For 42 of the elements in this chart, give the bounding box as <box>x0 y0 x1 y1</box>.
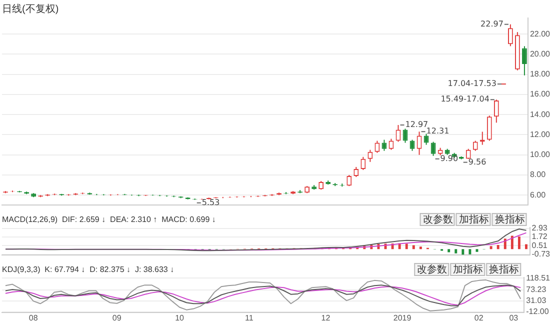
y-tick-label: 6.00 <box>530 190 546 200</box>
text: 5.53 <box>202 198 220 207</box>
x-tick-label: 11 <box>244 313 254 322</box>
x-tick-label: 09 <box>112 313 122 322</box>
text: 12.97 <box>405 120 428 130</box>
x-tick-label: 02 <box>474 313 484 322</box>
chart-title: 日线(不复权) <box>2 2 59 15</box>
x-tick-label: 03 <box>509 313 519 322</box>
text: 改参数 <box>417 264 448 276</box>
text: 9.56 <box>468 157 486 166</box>
x-tick-label: 10 <box>175 313 185 322</box>
y-tick-label: -0.73 <box>532 250 551 259</box>
y-tick-label: -12.00 <box>526 307 550 316</box>
text: 9.90 <box>440 154 458 163</box>
y-tick-label: 31.03 <box>526 296 547 305</box>
text: 22.97 <box>480 19 504 28</box>
chart-title: KDJ(9,3,3) K: 67.794 ↓ D: 82.375 ↓ J: 38.633 ↓ <box>2 265 174 274</box>
text: 12.31 <box>426 126 450 136</box>
y-tick-label: 0.51 <box>532 240 548 250</box>
y-tick-label: 8.00 <box>530 170 546 180</box>
text: 15.49-17.04 <box>440 94 490 104</box>
x-tick-label: 12 <box>321 313 331 322</box>
text: 改参数 <box>422 214 453 226</box>
text: 换指标 <box>494 214 525 226</box>
y-tick-label: 18.00 <box>530 70 551 79</box>
chart-title: MACD(12,26,9) DIF: 2.659 ↓ DEA: 2.310 ↑ MACD: 0.699 ↓ <box>2 215 216 224</box>
y-tick-label: 2.93 <box>532 224 548 233</box>
text: 17.04-17.53 <box>448 79 496 88</box>
y-tick-label: 22.00 <box>530 29 551 38</box>
text: 加指标 <box>458 214 489 226</box>
y-tick-label: 14.00 <box>530 110 551 119</box>
y-tick-label: 12.00 <box>530 130 551 139</box>
y-tick-label: 73.23 <box>526 285 547 294</box>
x-tick-label: 08 <box>28 313 38 322</box>
y-tick-label: 16.00 <box>530 90 551 99</box>
text: 换指标 <box>489 264 520 276</box>
y-tick-label: 118.51 <box>526 273 551 282</box>
x-tick-label: 2019 <box>393 313 412 322</box>
y-tick-label: 20.00 <box>530 49 551 58</box>
y-tick-label: 1.72 <box>532 232 548 242</box>
y-tick-label: 10.00 <box>530 150 551 160</box>
text: 加指标 <box>453 264 484 276</box>
